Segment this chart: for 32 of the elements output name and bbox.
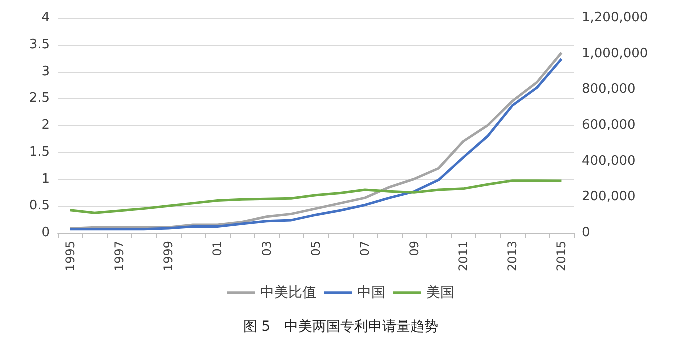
x-tick-label: 1995	[63, 241, 78, 272]
x-tick-label: 05	[309, 241, 323, 256]
y-tick-label: 1.5	[29, 144, 50, 160]
legend-label: 中美比值	[260, 285, 316, 301]
y2-tick-label: 200,000	[582, 190, 636, 205]
y2-tick-label: 400,000	[582, 154, 636, 169]
y-tick-label: 4	[42, 10, 50, 26]
legend-label: 中国	[358, 285, 386, 301]
y-tick-label: 2.5	[29, 91, 50, 106]
y-tick-label: 2	[42, 118, 50, 133]
x-tick-label: 1999	[162, 241, 176, 272]
line-series	[69, 180, 563, 214]
text: 图 5 中美两国专利申请量趋势	[243, 319, 439, 335]
y2-tick-label: 600,000	[582, 118, 636, 133]
y-tick-label: 3.5	[29, 37, 50, 52]
y-tick-label: 0	[42, 226, 50, 240]
x-tick-label: 07	[358, 241, 372, 256]
x-tick-label: 01	[210, 241, 225, 256]
y-tick-label: 3	[42, 64, 50, 80]
legend-label: 美国	[426, 285, 454, 301]
x-tick-label: 03	[260, 241, 274, 256]
x-tick-label: 1997	[112, 241, 126, 272]
x-tick-label: 09	[407, 241, 422, 256]
x-tick-label: 2011	[456, 241, 470, 272]
x-tick-label: 2013	[506, 241, 520, 272]
y2-tick-label: 1,000,000	[582, 46, 648, 62]
y2-tick-label: 800,000	[582, 82, 636, 98]
y-tick-label: 0.5	[29, 198, 50, 214]
y-tick-label: 1	[42, 172, 50, 187]
y2-tick-label: 0	[582, 226, 590, 240]
x-tick-label: 2015	[554, 241, 569, 272]
y2-tick-label: 1,200,000	[582, 10, 648, 26]
